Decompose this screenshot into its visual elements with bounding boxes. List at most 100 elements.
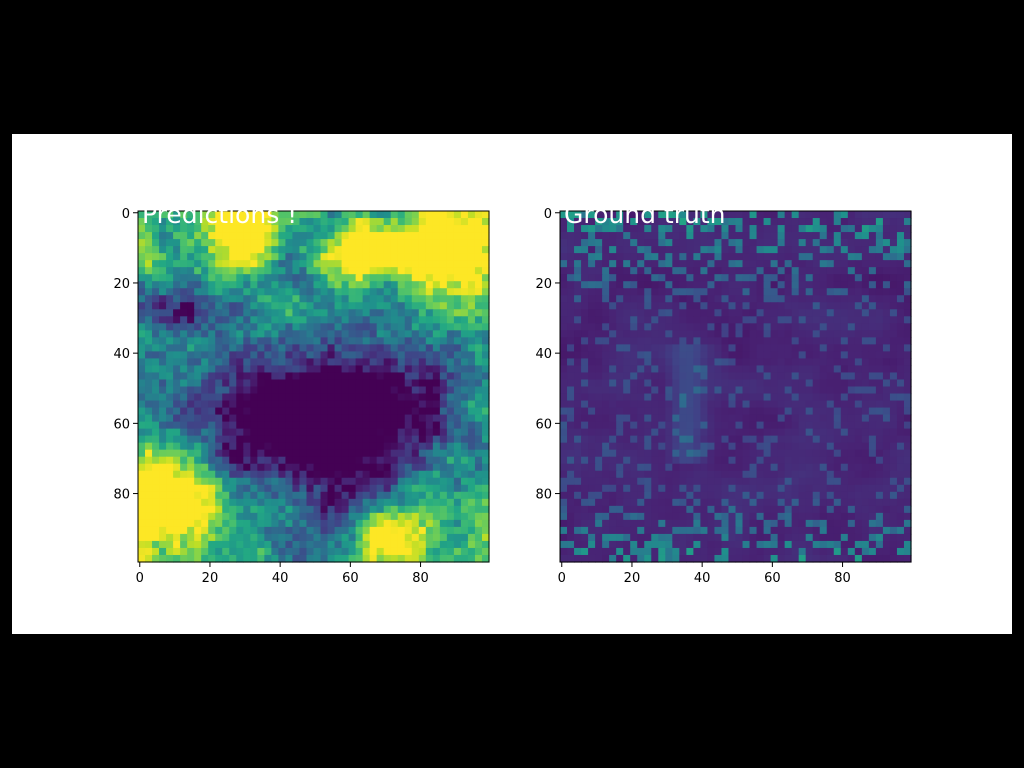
- heatmap-cell: [714, 414, 723, 423]
- heatmap-cell: [868, 421, 877, 430]
- heatmap-cell: [749, 463, 758, 472]
- heatmap-cell: [285, 288, 294, 296]
- heatmap-cell: [693, 498, 701, 507]
- heatmap-cell: [187, 365, 195, 374]
- heatmap-cell: [693, 274, 701, 282]
- heatmap-cell: [889, 470, 898, 479]
- heatmap-cell: [404, 218, 413, 226]
- heatmap-cell: [194, 442, 202, 451]
- heatmap-cell: [707, 274, 716, 282]
- heatmap-cell: [833, 288, 842, 296]
- heatmap-cell: [320, 470, 329, 479]
- heatmap-cell: [159, 260, 167, 268]
- heatmap-cell: [404, 274, 413, 282]
- heatmap-cell: [145, 372, 153, 381]
- heatmap-cell: [446, 526, 455, 535]
- heatmap-cell: [609, 533, 617, 542]
- heatmap-cell: [637, 400, 645, 409]
- heatmap-cell: [334, 414, 343, 423]
- heatmap-cell: [187, 330, 195, 338]
- heatmap-cell: [355, 498, 364, 507]
- heatmap-cell: [707, 386, 716, 395]
- heatmap-cell: [847, 344, 856, 352]
- heatmap-cell: [805, 442, 814, 451]
- heatmap-cell: [306, 288, 315, 296]
- heatmap-cell: [390, 232, 399, 240]
- heatmap-cell: [397, 337, 406, 345]
- heatmap-cell: [749, 547, 758, 556]
- heatmap-cell: [763, 386, 772, 395]
- heatmap-cell: [826, 491, 835, 500]
- heatmap-cell: [609, 449, 617, 458]
- heatmap-cell: [320, 372, 329, 381]
- heatmap-cell: [383, 211, 392, 219]
- heatmap-cell: [896, 526, 905, 535]
- heatmap-cell: [665, 267, 673, 275]
- heatmap-cell: [812, 477, 821, 486]
- heatmap-cell: [595, 449, 603, 458]
- heatmap-cell: [686, 211, 694, 219]
- heatmap-cell: [868, 309, 877, 317]
- heatmap-cell: [588, 211, 596, 219]
- heatmap-cell: [376, 246, 385, 254]
- heatmap-cell: [313, 225, 322, 233]
- heatmap-cell: [467, 260, 476, 268]
- heatmap-cell: [812, 386, 821, 395]
- heatmap-cell: [707, 372, 716, 381]
- heatmap-cell: [285, 365, 294, 374]
- heatmap-cell: [609, 274, 617, 282]
- heatmap-cell: [574, 267, 582, 275]
- heatmap-cell: [896, 491, 905, 500]
- heatmap-cell: [208, 288, 216, 296]
- heatmap-cell: [446, 435, 455, 444]
- heatmap-cell: [812, 407, 821, 416]
- heatmap-cell: [861, 484, 870, 493]
- heatmap-cell: [376, 449, 385, 458]
- heatmap-cell: [651, 540, 659, 549]
- heatmap-cell: [208, 519, 216, 528]
- heatmap-cell: [574, 512, 582, 521]
- heatmap-cell: [735, 344, 744, 352]
- heatmap-cell: [574, 358, 582, 367]
- heatmap-cell: [299, 393, 308, 402]
- heatmap-cell: [327, 253, 336, 261]
- heatmap-cell: [313, 211, 322, 219]
- heatmap-cell: [833, 309, 842, 317]
- heatmap-cell: [609, 414, 617, 423]
- heatmap-cell: [889, 449, 898, 458]
- heatmap-cell: [672, 477, 680, 486]
- heatmap-cell: [805, 512, 814, 521]
- heatmap-cell: [383, 295, 392, 303]
- heatmap-cell: [602, 372, 610, 381]
- heatmap-cell: [770, 449, 779, 458]
- heatmap-cell: [439, 260, 448, 268]
- heatmap-cell: [560, 302, 568, 310]
- heatmap-cell: [229, 477, 237, 486]
- heatmap-cell: [271, 302, 279, 310]
- heatmap-cell: [847, 358, 856, 367]
- heatmap-cell: [882, 477, 891, 486]
- heatmap-cell: [481, 372, 490, 381]
- heatmap-cell: [418, 400, 427, 409]
- heatmap-cell: [861, 365, 870, 374]
- heatmap-cell: [763, 309, 772, 317]
- heatmap-cell: [390, 484, 399, 493]
- heatmap-cell: [574, 239, 582, 247]
- heatmap-cell: [467, 449, 476, 458]
- heatmap-cell: [215, 428, 223, 437]
- heatmap-cell: [383, 449, 392, 458]
- heatmap-cell: [686, 498, 694, 507]
- heatmap-cell: [812, 365, 821, 374]
- heatmap-cell: [194, 414, 202, 423]
- heatmap-cell: [763, 302, 772, 310]
- heatmap-cell: [812, 337, 821, 345]
- heatmap-cell: [630, 442, 638, 451]
- heatmap-cell: [581, 253, 589, 261]
- heatmap-cell: [355, 281, 364, 289]
- heatmap-cell: [201, 302, 209, 310]
- heatmap-cell: [798, 260, 807, 268]
- heatmap-cell: [411, 512, 420, 521]
- heatmap-cell: [173, 351, 181, 360]
- heatmap-cell: [749, 470, 758, 479]
- heatmap-cell: [686, 288, 694, 296]
